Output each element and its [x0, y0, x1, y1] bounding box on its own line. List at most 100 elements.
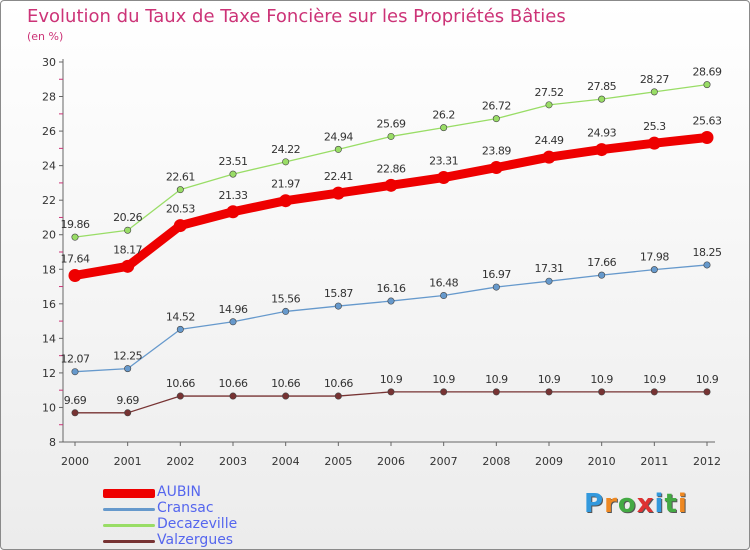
data-point: [124, 365, 132, 373]
x-tick-label: 2001: [114, 455, 142, 468]
data-point: [334, 302, 342, 310]
data-label: 27.52: [535, 86, 564, 99]
data-point: [650, 88, 658, 96]
data-point: [492, 283, 500, 291]
y-tick-label: 16: [42, 298, 56, 311]
legend-label: Decazeville: [157, 516, 238, 532]
data-point: [282, 307, 290, 315]
data-point: [700, 130, 714, 144]
data-label: 25.69: [377, 117, 406, 130]
data-label: 20.53: [166, 203, 195, 216]
data-label: 26.72: [482, 100, 511, 113]
data-label: 16.48: [429, 277, 458, 290]
legend-label: Cransac: [157, 500, 214, 516]
data-label: 10.9: [590, 373, 613, 386]
y-tick-label: 14: [42, 332, 56, 345]
y-tick-label: 22: [42, 194, 56, 207]
data-point: [492, 115, 500, 123]
y-tick-label: 10: [42, 401, 56, 414]
x-tick-label: 2011: [640, 455, 668, 468]
legend-swatch: [103, 508, 155, 511]
data-label: 10.9: [380, 373, 403, 386]
data-label: 27.85: [587, 80, 616, 93]
data-point: [598, 271, 606, 279]
data-point: [650, 266, 658, 274]
data-label: 12.25: [113, 350, 142, 363]
data-label: 10.9: [485, 373, 508, 386]
data-label: 24.94: [324, 130, 353, 143]
data-label: 23.31: [429, 155, 458, 168]
y-tick-label: 8: [49, 436, 56, 449]
data-label: 10.66: [271, 377, 300, 390]
data-point: [71, 368, 79, 376]
data-point: [545, 101, 553, 109]
data-label: 16.16: [377, 282, 406, 295]
legend-swatch: [103, 540, 155, 543]
chart-title: Evolution du Taux de Taxe Foncière sur l…: [27, 6, 566, 27]
data-point: [176, 186, 184, 194]
data-label: 10.9: [538, 373, 561, 386]
data-point: [229, 318, 237, 326]
x-tick-label: 2010: [588, 455, 616, 468]
y-tick-label: 28: [42, 91, 56, 104]
data-label: 10.66: [324, 377, 353, 390]
data-label: 12.07: [61, 353, 90, 366]
data-label: 17.64: [61, 252, 90, 265]
data-label: 9.69: [116, 394, 139, 407]
x-tick-label: 2009: [535, 455, 563, 468]
y-tick-label: 20: [42, 229, 56, 242]
data-point: [71, 409, 79, 417]
legend-swatch: [103, 524, 155, 527]
data-point: [173, 219, 187, 233]
x-tick-label: 2000: [61, 455, 89, 468]
data-point: [545, 277, 553, 285]
data-label: 10.9: [432, 373, 455, 386]
data-label: 25.3: [643, 120, 666, 133]
y-tick-label: 18: [42, 263, 56, 276]
data-label: 21.97: [271, 178, 300, 191]
data-point: [545, 388, 553, 396]
data-point: [542, 150, 556, 164]
data-label: 18.17: [113, 243, 142, 256]
data-label: 10.9: [643, 373, 666, 386]
data-label: 16.97: [482, 268, 511, 281]
legend-swatch: [103, 489, 155, 498]
data-label: 14.52: [166, 310, 195, 323]
data-label: 14.96: [219, 303, 248, 316]
data-label: 23.51: [219, 155, 248, 168]
data-label: 19.86: [61, 218, 90, 231]
data-label: 15.87: [324, 287, 353, 300]
data-point: [71, 233, 79, 241]
data-point: [440, 388, 448, 396]
data-point: [703, 261, 711, 269]
data-point: [279, 194, 293, 208]
data-point: [282, 392, 290, 400]
proxiti-logo: Proxiti: [584, 489, 688, 519]
data-point: [703, 388, 711, 396]
data-point: [440, 292, 448, 300]
data-label: 24.22: [271, 143, 300, 156]
data-point: [492, 388, 500, 396]
data-label: 28.69: [693, 66, 722, 79]
data-point: [595, 143, 609, 157]
y-tick-label: 30: [42, 56, 56, 69]
data-label: 22.86: [377, 162, 406, 175]
data-label: 20.26: [113, 211, 142, 224]
y-tick-label: 24: [42, 160, 56, 173]
data-label: 9.69: [64, 394, 87, 407]
data-point: [647, 136, 661, 150]
x-tick-label: 2012: [693, 455, 721, 468]
data-label: 22.61: [166, 171, 195, 184]
data-label: 18.25: [693, 246, 722, 259]
data-label: 21.33: [219, 189, 248, 202]
data-point: [437, 171, 451, 185]
data-label: 24.93: [587, 127, 616, 140]
data-label: 17.98: [640, 251, 669, 264]
x-tick-label: 2005: [324, 455, 352, 468]
y-tick-label: 26: [42, 125, 56, 138]
data-point: [334, 145, 342, 153]
x-tick-label: 2004: [272, 455, 300, 468]
data-point: [176, 325, 184, 333]
data-point: [176, 392, 184, 400]
data-point: [331, 186, 345, 200]
